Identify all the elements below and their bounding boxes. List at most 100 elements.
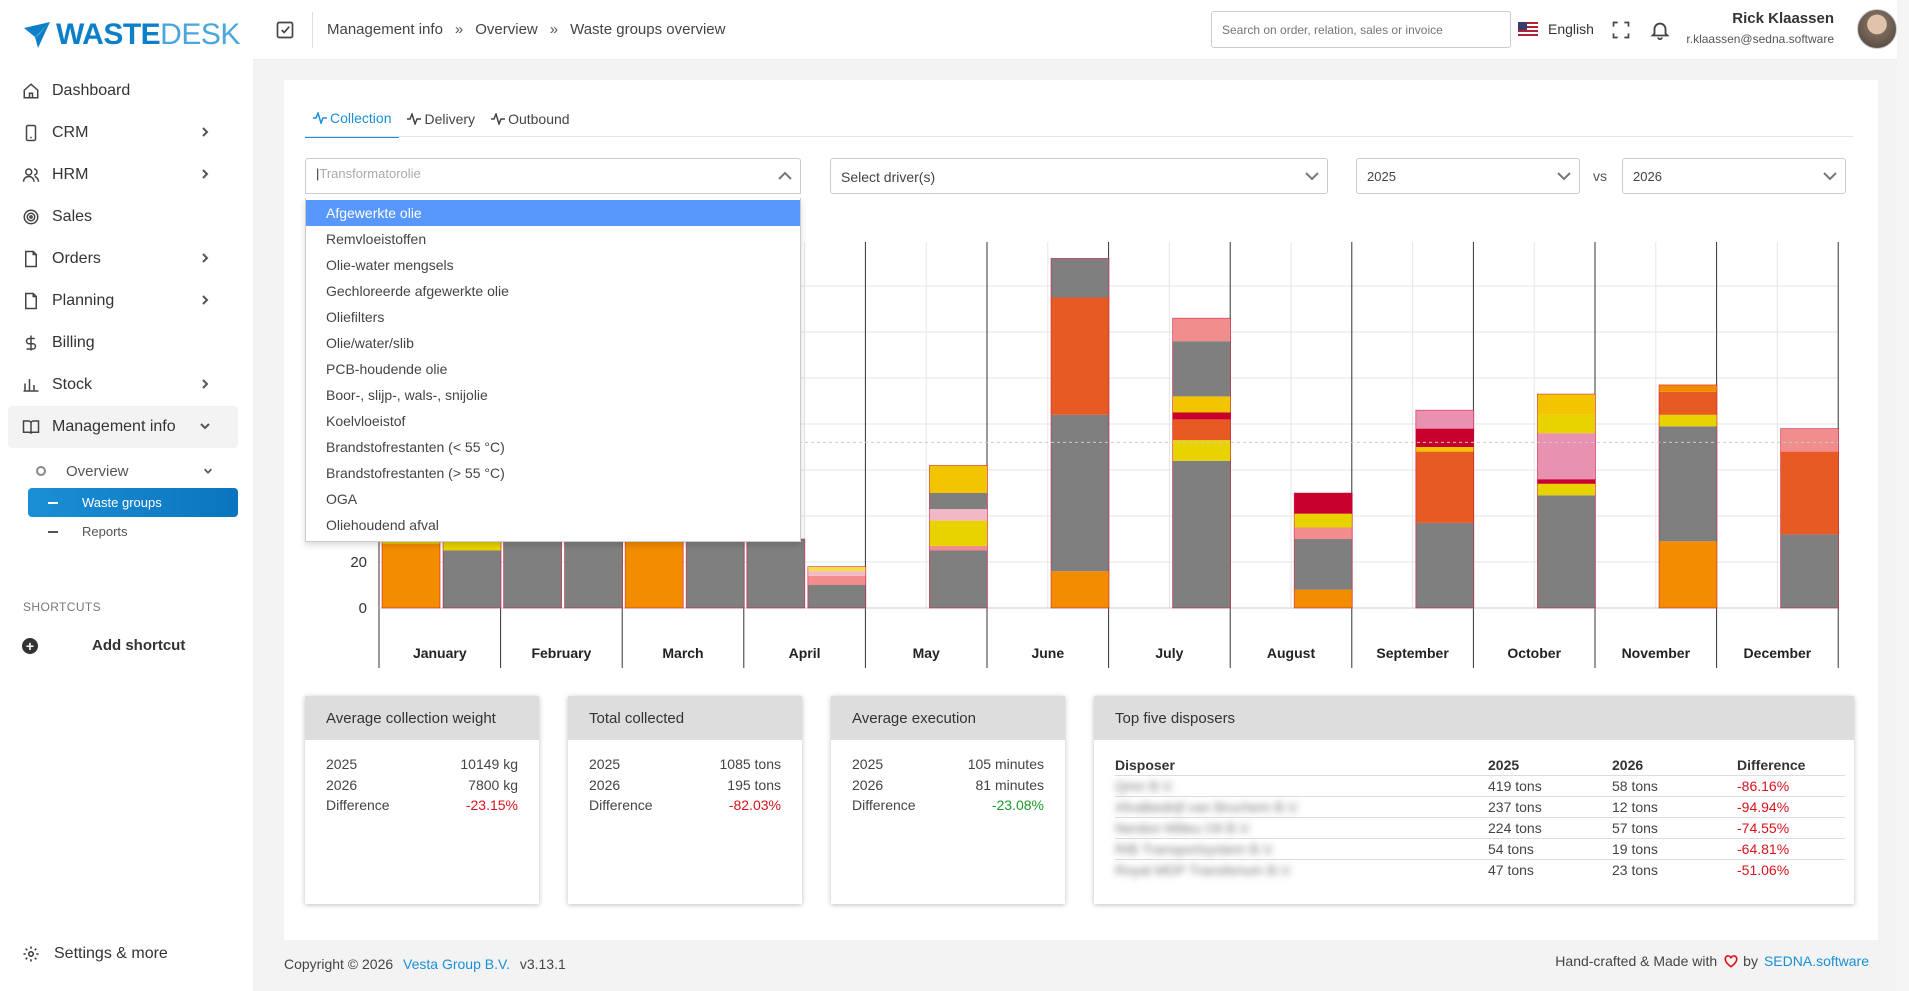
stat-value: 195 tons (727, 776, 781, 793)
sidebar-item-dashboard[interactable]: Dashboard (8, 70, 238, 112)
scrollbar[interactable] (1897, 0, 1909, 991)
bell-icon[interactable] (1649, 19, 1671, 41)
stat-row: 2026 195 tons (568, 775, 802, 796)
top5-table: Disposer 2025 2026 Difference Qmn B.V. 41… (1115, 756, 1845, 880)
dropdown-option[interactable]: Olie-water mengsels (326, 257, 454, 273)
wastedesk-logo[interactable]: WASTEDESK (22, 18, 240, 52)
bar-segment (807, 585, 866, 608)
stat-key: 2026 (589, 776, 621, 793)
sidebar-subitem-reports[interactable]: Reports (28, 517, 238, 546)
table-row: Royal MDP Transferium B.V. 47 tons 23 tons… (1115, 858, 1845, 880)
tab-underline (305, 136, 1853, 137)
bar-segment (1415, 410, 1474, 429)
bar-outline (1658, 384, 1718, 609)
bar-segment (929, 465, 988, 493)
bar-segment (929, 550, 988, 608)
vs-label: vs (1593, 168, 1607, 184)
chevron-right-icon (202, 169, 209, 179)
stat-value: -23.08% (991, 797, 1044, 813)
breadcrumb-separator-icon: » (454, 21, 464, 38)
bar-outline (1780, 428, 1839, 609)
user-name[interactable]: Rick Klaassen (1732, 10, 1834, 27)
footer-left: Copyright © 2026 Vesta Group B.V. v3.13.… (284, 956, 566, 972)
settings-label: Settings & more (54, 945, 168, 962)
avatar[interactable] (1857, 9, 1897, 49)
bar-segment (1537, 495, 1596, 608)
dropdown-option[interactable]: PCB-houdende olie (326, 361, 448, 377)
bar-segment (1294, 527, 1353, 539)
bar-segment (1172, 419, 1231, 441)
sidebar-item-stock[interactable]: Stock (8, 364, 238, 406)
checkbox-icon[interactable] (275, 20, 295, 40)
tab-collection[interactable]: Collection (305, 102, 400, 138)
dropdown-option[interactable]: Oliefilters (326, 309, 385, 325)
dropdown-option[interactable]: Brandstofrestanten (> 55 °C) (326, 465, 505, 481)
dropdown-option[interactable]: Brandstofrestanten (< 55 °C) (326, 439, 505, 455)
table-row: RIB Transportsystem B.V. 54 tons 19 tons -6… (1115, 837, 1845, 859)
breadcrumb-management-info[interactable]: Management info (327, 21, 443, 38)
dropdown-option[interactable]: Remvloeistoffen (326, 231, 427, 247)
bar-segment (1659, 391, 1717, 415)
sidebar-item-sales[interactable]: Sales (8, 196, 238, 238)
stat-row: 2026 7800 kg (305, 775, 539, 796)
sidebar-item-billing[interactable]: Billing (8, 322, 238, 364)
bar-segment (807, 571, 866, 576)
dropdown-option[interactable]: Boor-, slijp-, wals-, snijolie (326, 387, 488, 403)
bar-segment (1659, 541, 1717, 608)
sidebar-item-hrm[interactable]: HRM (8, 154, 238, 196)
sidebar-sub-overview[interactable]: Overview (28, 456, 238, 486)
stat-key: Difference (589, 797, 653, 813)
bar-segment (807, 575, 866, 585)
dropdown-option[interactable]: OGA (326, 491, 358, 507)
stat-value: 10149 kg (460, 756, 518, 772)
table-row: Nerdon Milieu Oil B.V. 224 tons 57 tons -74… (1115, 816, 1845, 838)
sidebar-item-management-info[interactable]: Management info (8, 406, 238, 448)
waste-group-select[interactable]: |Transformatorolie (305, 158, 801, 194)
year-b-select[interactable]: 2026 (1622, 158, 1846, 194)
search-input[interactable] (1211, 11, 1511, 48)
bar-segment (1537, 433, 1596, 480)
breadcrumb-separator-icon: » (549, 21, 559, 38)
cell-difference: -51.06% (1737, 858, 1845, 880)
tab-outbound[interactable]: Outbound (483, 102, 578, 138)
vendor-link[interactable]: SEDNA.software (1763, 953, 1869, 969)
main-nav: Dashboard CRM HRM Sales Orders Planning Billin… (8, 70, 238, 546)
shortcuts-heading: SHORTCUTS (23, 600, 102, 614)
table-row: Qmn B.V. 419 tons 58 tons -86.16% (1115, 774, 1845, 796)
sidebar-item-planning[interactable]: Planning (8, 280, 238, 322)
home-icon (23, 83, 39, 99)
dash-icon (48, 501, 58, 504)
sidebar-subitem-waste-groups[interactable]: Waste groups (28, 488, 238, 517)
tab-delivery[interactable]: Delivery (399, 102, 483, 138)
dropdown-option[interactable]: Koelvloeistof (326, 413, 406, 429)
bar-segment (1051, 571, 1109, 608)
x-tick-label: July (1155, 645, 1183, 661)
col-2026: 2026 (1612, 757, 1644, 774)
bar-segment (1172, 396, 1231, 413)
dropdown-option[interactable]: Oliehoudend afval (326, 517, 439, 533)
bar-outline (1172, 317, 1231, 609)
dropdown-option[interactable]: Gechloreerde afgewerkte olie (326, 283, 509, 299)
bar-chart-icon (23, 379, 39, 392)
col-difference: Difference (1737, 757, 1806, 774)
language-selector[interactable]: English (1548, 21, 1594, 37)
sidebar-item-orders[interactable]: Orders (8, 238, 238, 280)
settings-link[interactable]: Settings & more (22, 945, 168, 963)
fullscreen-icon[interactable] (1611, 20, 1631, 40)
sidebar-item-crm[interactable]: CRM (8, 112, 238, 154)
dropdown-option[interactable]: Afgewerkte olie (306, 200, 800, 226)
year-a-select[interactable]: 2025 (1356, 158, 1580, 194)
col-2025: 2025 (1488, 757, 1520, 774)
users-icon (22, 168, 40, 182)
bar-segment (1659, 384, 1717, 392)
stat-row: 2025 1085 tons (568, 754, 802, 775)
breadcrumb-overview[interactable]: Overview (475, 21, 538, 38)
driver-select[interactable]: Select driver(s) (830, 158, 1328, 194)
add-shortcut-button[interactable]: + Add shortcut (22, 637, 185, 654)
logo-text-desk: DESK (160, 18, 240, 51)
bar-segment (1172, 341, 1231, 397)
dropdown-option[interactable]: Olie/water/slib (326, 335, 414, 351)
x-tick-label: January (413, 645, 467, 661)
company-link[interactable]: Vesta Group B.V. (403, 956, 510, 972)
disposer-name: RIB Transportsystem B.V. (1115, 837, 1488, 859)
